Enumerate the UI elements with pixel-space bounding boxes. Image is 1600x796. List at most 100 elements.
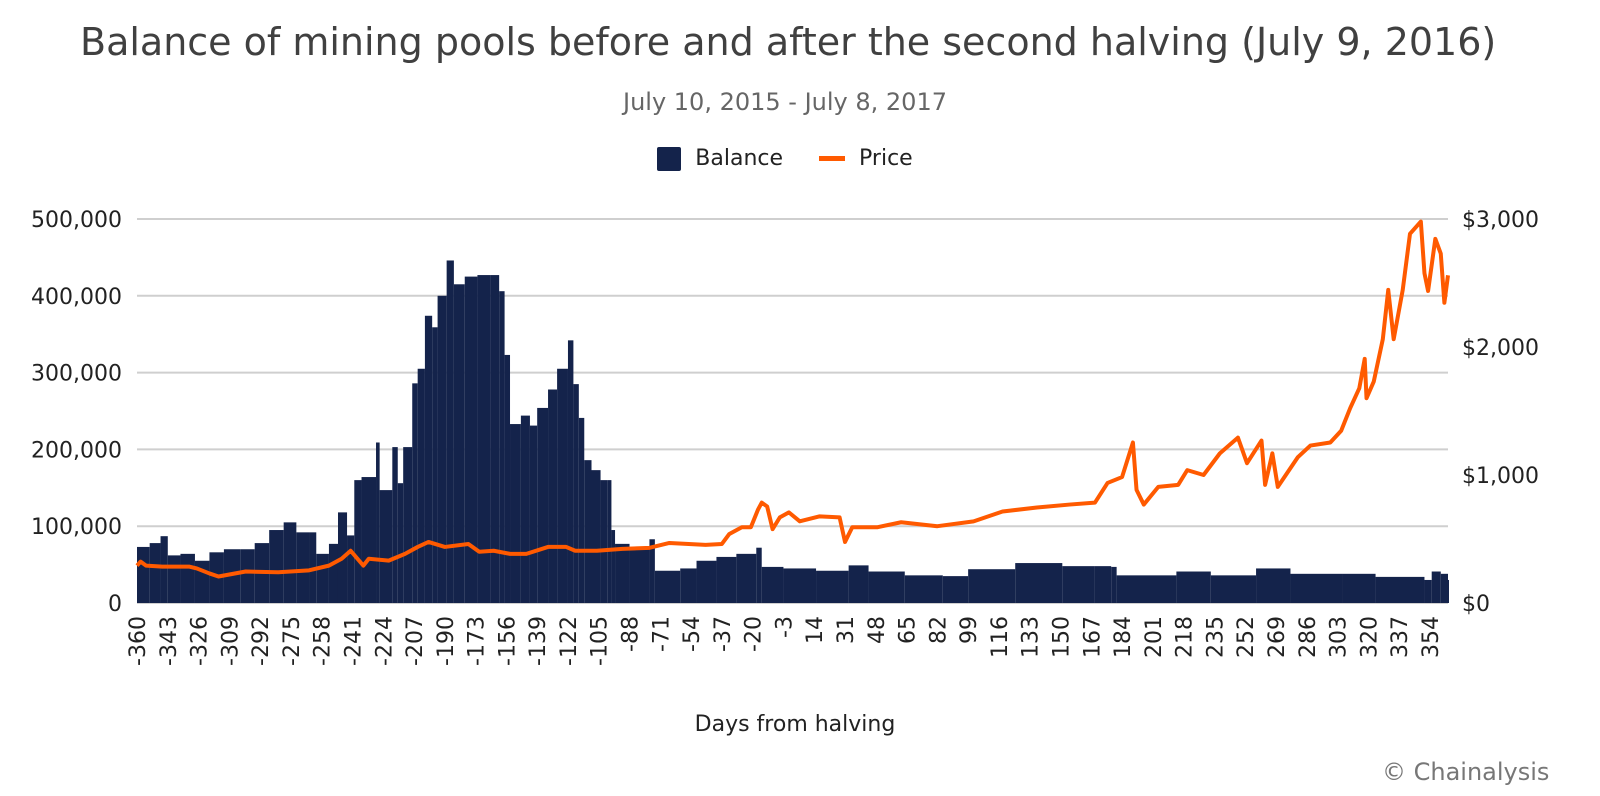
x-tick-label: 48 (865, 616, 890, 644)
balance-bar (361, 477, 377, 603)
balance-bar (354, 480, 362, 603)
x-tick-label: -139 (526, 616, 551, 666)
balance-bar (591, 470, 601, 603)
x-tick-label: -122 (557, 616, 582, 666)
balance-bar (379, 490, 393, 603)
price-line (135, 219, 1450, 579)
balance-bar (557, 368, 568, 603)
y-right-tick-label: $2,000 (1462, 336, 1539, 361)
x-tick-label: 133 (1019, 616, 1044, 658)
balance-bar (611, 530, 616, 603)
x-tick-label: -20 (742, 616, 767, 652)
legend-item-balance[interactable]: Balance (657, 146, 783, 171)
balance-bar (223, 549, 241, 603)
balance-bar (615, 543, 630, 603)
balance-bar (417, 368, 425, 603)
balance-bar (1094, 566, 1112, 603)
balance-bar (968, 569, 1016, 603)
x-tick-label: -173 (465, 616, 490, 666)
balance-bar (446, 260, 454, 603)
legend-item-price[interactable]: Price (819, 146, 913, 171)
balance-bar (537, 407, 549, 603)
balance-bar (567, 340, 574, 603)
balance-bar (347, 535, 355, 603)
chart-title: Balance of mining pools before and after… (80, 20, 1497, 64)
balance-bar (761, 566, 784, 603)
x-tick-label: -360 (126, 616, 151, 666)
balance-bar (504, 354, 511, 603)
legend-swatch-price (819, 156, 846, 161)
balance-bar (520, 415, 530, 603)
balance-bar (816, 570, 849, 603)
y-right-tick-label: $0 (1462, 592, 1490, 617)
x-tick-label: 286 (1296, 616, 1321, 658)
balance-bar (510, 424, 521, 603)
x-tick-label: -71 (649, 616, 674, 652)
balance-bar (1448, 579, 1449, 603)
balance-bar (490, 275, 500, 603)
y-left-tick-label: 100,000 (31, 515, 122, 540)
x-tick-label: -88 (619, 616, 644, 652)
x-tick-label: -54 (680, 616, 705, 652)
balance-bar (696, 560, 717, 603)
balance-bar (464, 276, 478, 603)
balance-bar (167, 555, 181, 603)
balance-bar (573, 384, 579, 603)
balance-bar (736, 553, 757, 603)
x-tick-label: -156 (495, 616, 520, 666)
balance-bar (180, 553, 195, 603)
chart-subtitle: July 10, 2015 - July 8, 2017 (623, 88, 947, 116)
balance-bar (600, 480, 608, 603)
balance-bar (137, 546, 150, 603)
x-tick-label: -105 (588, 616, 613, 666)
balance-bar (716, 556, 737, 603)
balance-bar (756, 547, 762, 603)
balance-bar (1256, 568, 1291, 603)
balance-bar (654, 570, 681, 603)
balance-bar (584, 460, 592, 603)
x-tick-label: 65 (896, 616, 921, 644)
balance-bar (160, 536, 168, 603)
x-tick-label: -37 (711, 616, 736, 652)
y-left-tick-label: 200,000 (31, 438, 122, 463)
balance-bar (1375, 576, 1425, 603)
x-tick-label: 337 (1388, 616, 1413, 658)
balance-bar (412, 383, 418, 603)
balance-bar (499, 291, 505, 603)
x-tick-label: 354 (1419, 616, 1444, 658)
x-tick-label: -309 (218, 616, 243, 666)
balance-bar (1210, 575, 1257, 603)
balance-bar (1176, 571, 1211, 603)
balance-bar (529, 425, 538, 603)
x-tick-label: -326 (188, 616, 213, 666)
balance-bar (1062, 566, 1095, 603)
balance-bar (783, 568, 817, 603)
x-tick-label: 82 (926, 616, 951, 644)
y-left-tick-label: 300,000 (31, 362, 122, 387)
x-axis-label: Days from halving (694, 712, 896, 737)
x-tick-label: 235 (1203, 616, 1228, 658)
balance-bar (1424, 579, 1432, 603)
balance-bar (578, 417, 585, 603)
balance-bar (149, 543, 161, 603)
balance-bar (397, 483, 404, 603)
x-tick-label: -241 (341, 616, 366, 666)
balance-bar (424, 315, 433, 603)
balance-bar (1342, 573, 1376, 603)
balance-bar (283, 522, 297, 603)
x-tick-label: -258 (311, 616, 336, 666)
x-tick-label: 150 (1049, 616, 1074, 658)
balance-bar (240, 549, 255, 603)
x-tick-label: 252 (1234, 616, 1259, 658)
balance-bar (1015, 563, 1063, 603)
y-right-tick-label: $1,000 (1462, 464, 1539, 489)
x-tick-label: 269 (1265, 616, 1290, 658)
balance-bar (477, 275, 491, 603)
balance-bar (548, 389, 558, 603)
balance-bar (328, 543, 338, 603)
balance-bar (316, 553, 329, 603)
x-tick-label: 303 (1327, 616, 1352, 658)
balance-bar (680, 568, 697, 603)
credit-text: © Chainalysis (1382, 758, 1550, 786)
